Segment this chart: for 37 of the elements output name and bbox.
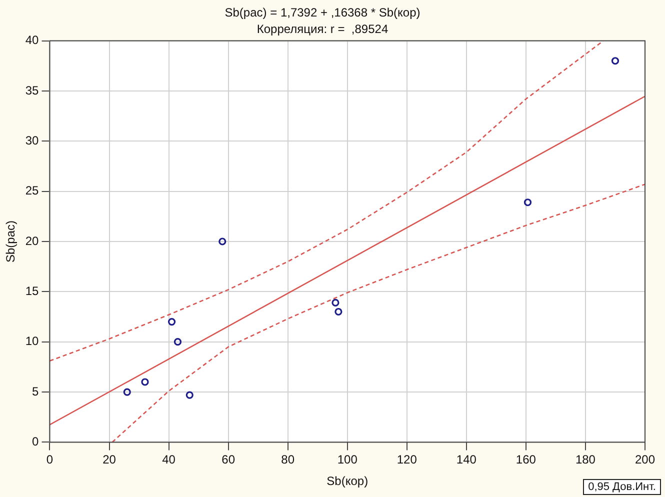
y-tick-label: 5: [32, 384, 40, 398]
chart-title: Sb(рас) = 1,7392 + ,16368 * Sb(кор): [224, 6, 420, 20]
point: [218, 238, 226, 246]
x-tick-label: 200: [634, 452, 656, 467]
text: 0,95 Дов.Инт.: [583, 479, 661, 495]
x-tick-label: 80: [281, 452, 295, 467]
y-tick-label: 15: [25, 284, 40, 298]
x-tick-label: 160: [516, 452, 536, 467]
x-tick-label: 0: [46, 452, 54, 467]
line-series: [112, 184, 645, 442]
y-tick-label: 0: [32, 434, 40, 449]
y-tick-label: 25: [25, 184, 40, 198]
y-tick-label: 10: [25, 334, 40, 348]
point: [186, 391, 194, 399]
point: [141, 378, 149, 386]
y-tick-label: 40: [25, 33, 40, 48]
line-series: [50, 40, 604, 362]
x-tick-label: 60: [222, 452, 236, 467]
point: [123, 388, 131, 396]
point: [334, 308, 342, 316]
y-tick-label: 30: [25, 133, 40, 148]
point: [611, 57, 620, 65]
x-tick-label: 140: [456, 452, 477, 467]
y-tick-label: 20: [25, 234, 40, 248]
point: [524, 198, 532, 206]
x-tick-label: 180: [575, 452, 596, 467]
y-axis-title: Sb(рас): [4, 220, 18, 263]
point: [174, 338, 182, 346]
x-tick-label: 100: [337, 452, 358, 467]
x-tick-label: 20: [102, 452, 116, 467]
chart-subtitle: Корреляция: r = ,89524: [256, 22, 388, 36]
x-axis-title: Sb(кор): [326, 474, 368, 488]
x-tick-label: 40: [162, 452, 176, 467]
point: [332, 298, 340, 307]
point: [168, 318, 176, 326]
y-tick-label: 35: [25, 83, 40, 98]
x-tick-label: 120: [396, 452, 418, 467]
